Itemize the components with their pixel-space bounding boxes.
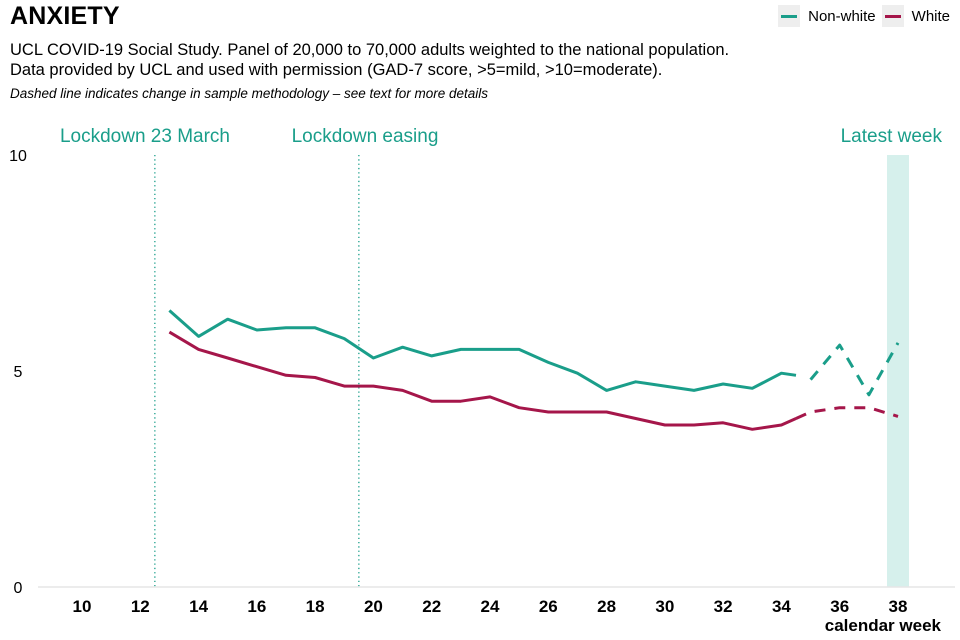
y-tick-label: 10 xyxy=(9,148,27,165)
y-tick-label: 0 xyxy=(14,580,23,597)
y-tick-label: 5 xyxy=(14,364,23,381)
x-tick-label: 26 xyxy=(539,597,558,616)
subtitle-line-1: UCL COVID-19 Social Study. Panel of 20,0… xyxy=(10,41,730,59)
x-tick-label: 18 xyxy=(306,597,325,616)
legend-item-white: White xyxy=(881,5,950,27)
x-tick-label: 34 xyxy=(772,597,791,616)
series-dashed-line-white xyxy=(795,406,899,420)
x-tick-label: 30 xyxy=(655,597,674,616)
chart-subtitle: UCL COVID-19 Social Study. Panel of 20,0… xyxy=(10,40,729,80)
x-tick-label: 16 xyxy=(247,597,266,616)
methodology-note: Dashed line indicates change in sample m… xyxy=(10,86,489,101)
x-tick-label: 38 xyxy=(889,597,908,616)
series-line-non-white xyxy=(168,309,797,392)
legend-swatch-non-white xyxy=(778,5,801,27)
x-tick-label: 22 xyxy=(422,597,441,616)
annotation-label-0: Lockdown 23 March xyxy=(60,126,230,147)
x-tick-label: 24 xyxy=(481,597,500,616)
annotation-label-1: Lockdown easing xyxy=(292,126,439,147)
x-axis-label: calendar week xyxy=(825,616,942,635)
series-line-white xyxy=(168,330,797,431)
legend-label-white: White xyxy=(911,7,950,25)
x-tick-label: 14 xyxy=(189,597,208,616)
x-tick-label: 36 xyxy=(830,597,849,616)
x-tick-label: 10 xyxy=(73,597,92,616)
x-tick-label: 28 xyxy=(597,597,616,616)
x-tick-label: 32 xyxy=(714,597,733,616)
latest-week-band xyxy=(887,155,909,587)
subtitle-line-2: Data provided by UCL and used with permi… xyxy=(10,61,663,79)
legend-swatch-white xyxy=(881,5,904,27)
legend-label-non-white: Non-white xyxy=(808,7,876,25)
x-tick-label: 12 xyxy=(131,597,150,616)
legend-item-non-white: Non-white xyxy=(778,5,876,27)
x-tick-label: 20 xyxy=(364,597,383,616)
chart-title: ANXIETY xyxy=(10,2,120,30)
chart-legend: Non-white White xyxy=(778,5,950,27)
annotation-latest-week: Latest week xyxy=(841,126,943,147)
series-dashed-line-non-white xyxy=(809,342,900,397)
